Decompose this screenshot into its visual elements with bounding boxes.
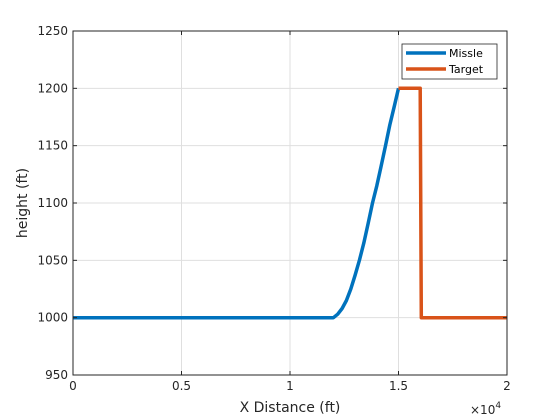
- x-tick-label: 0.5: [172, 379, 191, 393]
- x-tick-label: 1.5: [389, 379, 408, 393]
- ticks: 0 0.5 1 1.5 2 950 1000 1050 1100 1150 1200 1250: [37, 24, 510, 393]
- series-layer: [73, 86, 507, 320]
- y-tick-label: 1200: [37, 81, 68, 95]
- y-tick-label: 1250: [37, 24, 68, 38]
- legend-label-missle: Missle: [449, 47, 483, 60]
- legend-box: [401, 43, 498, 80]
- y-tick-label: 1100: [37, 196, 68, 210]
- x-multiplier-base: ×10: [470, 403, 495, 417]
- x-multiplier: ×104: [470, 401, 501, 417]
- x-multiplier-exponent: 4: [495, 401, 501, 411]
- series-line-missle: [73, 87, 401, 320]
- y-tick-label: 950: [45, 368, 68, 382]
- grid: [72, 30, 508, 376]
- legend-label-target: Target: [448, 63, 484, 76]
- x-tick-label: 1: [286, 379, 294, 393]
- y-tick-label: 1000: [37, 311, 68, 325]
- x-tick-label: 2: [503, 379, 511, 393]
- y-tick-label: 1050: [37, 253, 68, 267]
- y-tick-label: 1150: [37, 139, 68, 153]
- x-tick-label: 0: [69, 379, 77, 393]
- series-line-target: [398, 86, 507, 320]
- legend: Missle Target: [401, 43, 498, 80]
- y-axis-label: height (ft): [15, 168, 31, 238]
- x-axis-label: X Distance (ft): [240, 400, 341, 416]
